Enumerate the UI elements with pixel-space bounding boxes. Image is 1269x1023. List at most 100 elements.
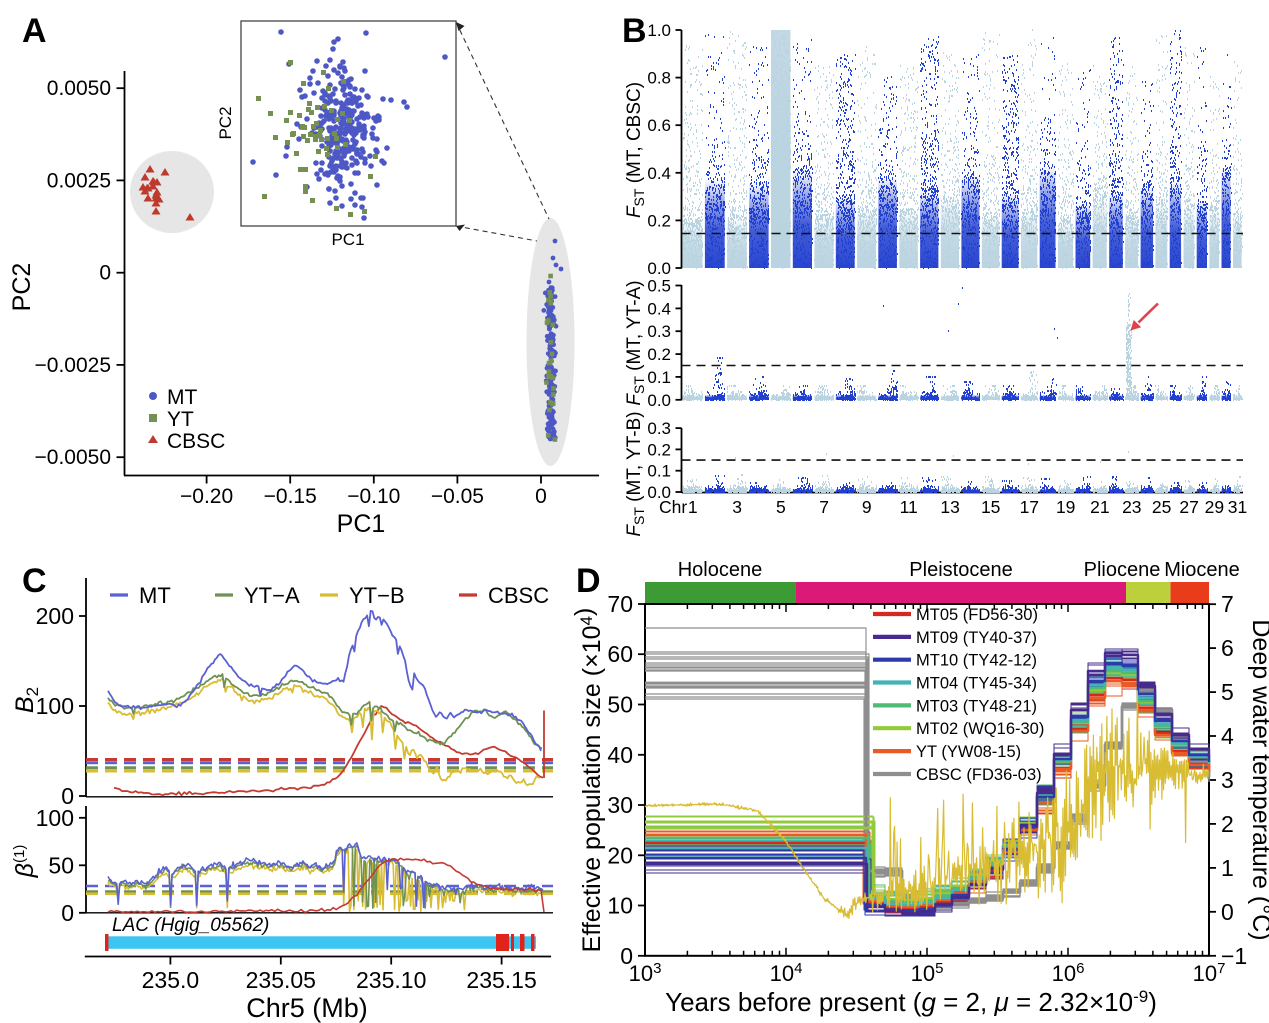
svg-text:27: 27: [1179, 497, 1198, 517]
svg-text:Pliocene: Pliocene: [1084, 559, 1161, 581]
svg-text:15: 15: [981, 497, 1000, 517]
svg-text:9: 9: [862, 497, 872, 517]
svg-text:235.10: 235.10: [356, 967, 426, 993]
svg-text:Deep water temperature (°C): Deep water temperature (°C): [1247, 619, 1269, 940]
svg-text:FST (MT, YT-A): FST (MT, YT-A): [624, 280, 647, 405]
svg-text:200: 200: [36, 603, 74, 629]
svg-text:B2: B2: [11, 687, 42, 713]
svg-text:D: D: [576, 562, 601, 600]
svg-text:25: 25: [1152, 497, 1171, 517]
svg-text:MT: MT: [167, 386, 197, 409]
svg-text:0: 0: [61, 783, 74, 809]
svg-text:23: 23: [1122, 497, 1141, 517]
svg-text:0.4: 0.4: [647, 299, 671, 318]
svg-text:7: 7: [1221, 591, 1234, 617]
svg-text:4: 4: [1221, 723, 1234, 749]
svg-text:−1: −1: [1221, 943, 1247, 969]
svg-text:0: 0: [99, 262, 111, 285]
svg-text:0: 0: [1221, 899, 1234, 925]
svg-text:5: 5: [1221, 679, 1234, 705]
svg-text:Years before present (g = 2, μ: Years before present (g = 2, μ = 2.32×10…: [665, 987, 1157, 1017]
svg-text:1: 1: [1221, 855, 1234, 881]
svg-text:0.0: 0.0: [647, 391, 671, 410]
svg-text:FST (MT, YT-B): FST (MT, YT-B): [624, 411, 647, 536]
svg-text:PC2: PC2: [8, 263, 36, 312]
svg-text:0.2: 0.2: [647, 345, 671, 364]
svg-text:MT03 (TY48-21): MT03 (TY48-21): [916, 697, 1037, 715]
svg-text:2: 2: [1221, 811, 1234, 837]
svg-text:MT02 (WQ16-30): MT02 (WQ16-30): [916, 720, 1044, 738]
svg-text:PC2: PC2: [216, 106, 235, 139]
svg-text:0.0025: 0.0025: [47, 169, 111, 192]
svg-text:LAC (Hgig_05562): LAC (Hgig_05562): [112, 915, 269, 936]
svg-text:MT04 (TY45-34): MT04 (TY45-34): [916, 675, 1037, 693]
svg-text:β(1): β(1): [11, 845, 39, 879]
svg-text:3: 3: [1221, 767, 1234, 793]
svg-text:70: 70: [607, 591, 633, 617]
svg-text:0.1: 0.1: [647, 368, 671, 387]
svg-text:0.5: 0.5: [647, 277, 671, 296]
svg-text:Pleistocene: Pleistocene: [909, 559, 1012, 581]
svg-text:A: A: [22, 12, 47, 50]
svg-text:CBSC: CBSC: [488, 583, 549, 608]
svg-text:21: 21: [1090, 497, 1109, 517]
svg-text:0.4: 0.4: [647, 164, 671, 183]
svg-text:PC1: PC1: [337, 510, 386, 538]
svg-text:0.1: 0.1: [647, 462, 671, 481]
svg-text:0.0: 0.0: [647, 483, 671, 502]
svg-text:31: 31: [1228, 497, 1247, 517]
svg-text:0.3: 0.3: [647, 322, 671, 341]
svg-text:MT05 (FD56-30): MT05 (FD56-30): [916, 606, 1038, 624]
svg-text:29: 29: [1205, 497, 1224, 517]
svg-text:PC1: PC1: [331, 230, 364, 249]
svg-text:−0.15: −0.15: [264, 485, 317, 508]
svg-text:1.0: 1.0: [647, 21, 671, 40]
svg-text:MT09 (TY40-37): MT09 (TY40-37): [916, 629, 1037, 647]
svg-text:YT−A: YT−A: [244, 583, 300, 608]
svg-text:YT (YW08-15): YT (YW08-15): [916, 743, 1021, 761]
svg-text:0.3: 0.3: [647, 419, 671, 438]
svg-text:0.2: 0.2: [647, 211, 671, 230]
svg-text:−0.05: −0.05: [431, 485, 484, 508]
svg-text:0.0050: 0.0050: [47, 77, 111, 100]
svg-text:0: 0: [61, 900, 74, 926]
svg-text:CBSC: CBSC: [167, 430, 225, 453]
svg-text:0: 0: [620, 943, 633, 969]
svg-text:11: 11: [900, 497, 918, 517]
svg-text:Miocene: Miocene: [1164, 559, 1240, 581]
svg-text:MT10 (TY42-12): MT10 (TY42-12): [916, 652, 1037, 670]
svg-text:235.15: 235.15: [466, 967, 536, 993]
svg-text:17: 17: [1020, 497, 1039, 517]
svg-text:−0.20: −0.20: [180, 485, 233, 508]
svg-text:60: 60: [607, 641, 633, 667]
svg-text:B: B: [622, 12, 647, 50]
svg-text:5: 5: [776, 497, 786, 517]
svg-text:−0.10: −0.10: [347, 485, 400, 508]
svg-text:19: 19: [1056, 497, 1075, 517]
svg-text:50: 50: [48, 852, 74, 878]
svg-text:0.6: 0.6: [647, 116, 671, 135]
svg-text:0: 0: [535, 485, 547, 508]
svg-text:YT: YT: [167, 408, 194, 431]
svg-text:50: 50: [607, 692, 633, 718]
svg-text:−0.0050: −0.0050: [35, 446, 112, 469]
svg-text:FST (MT, CBSC): FST (MT, CBSC): [624, 82, 647, 218]
svg-text:CBSC (FD36-03): CBSC (FD36-03): [916, 766, 1042, 784]
svg-text:20: 20: [607, 842, 633, 868]
svg-text:100: 100: [36, 693, 74, 719]
svg-text:Chr5 (Mb): Chr5 (Mb): [246, 993, 368, 1023]
svg-text:0.8: 0.8: [647, 69, 671, 88]
svg-text:−0.0025: −0.0025: [35, 354, 112, 377]
svg-text:7: 7: [819, 497, 829, 517]
svg-text:235.0: 235.0: [142, 967, 200, 993]
svg-text:3: 3: [732, 497, 742, 517]
svg-text:104: 104: [770, 960, 803, 986]
svg-text:Holocene: Holocene: [678, 559, 763, 581]
svg-text:0.0: 0.0: [647, 259, 671, 278]
svg-text:C: C: [22, 562, 47, 600]
svg-text:235.05: 235.05: [246, 967, 316, 993]
svg-text:13: 13: [940, 497, 959, 517]
svg-text:100: 100: [36, 805, 74, 831]
svg-text:30: 30: [607, 792, 633, 818]
svg-text:0.2: 0.2: [647, 440, 671, 459]
